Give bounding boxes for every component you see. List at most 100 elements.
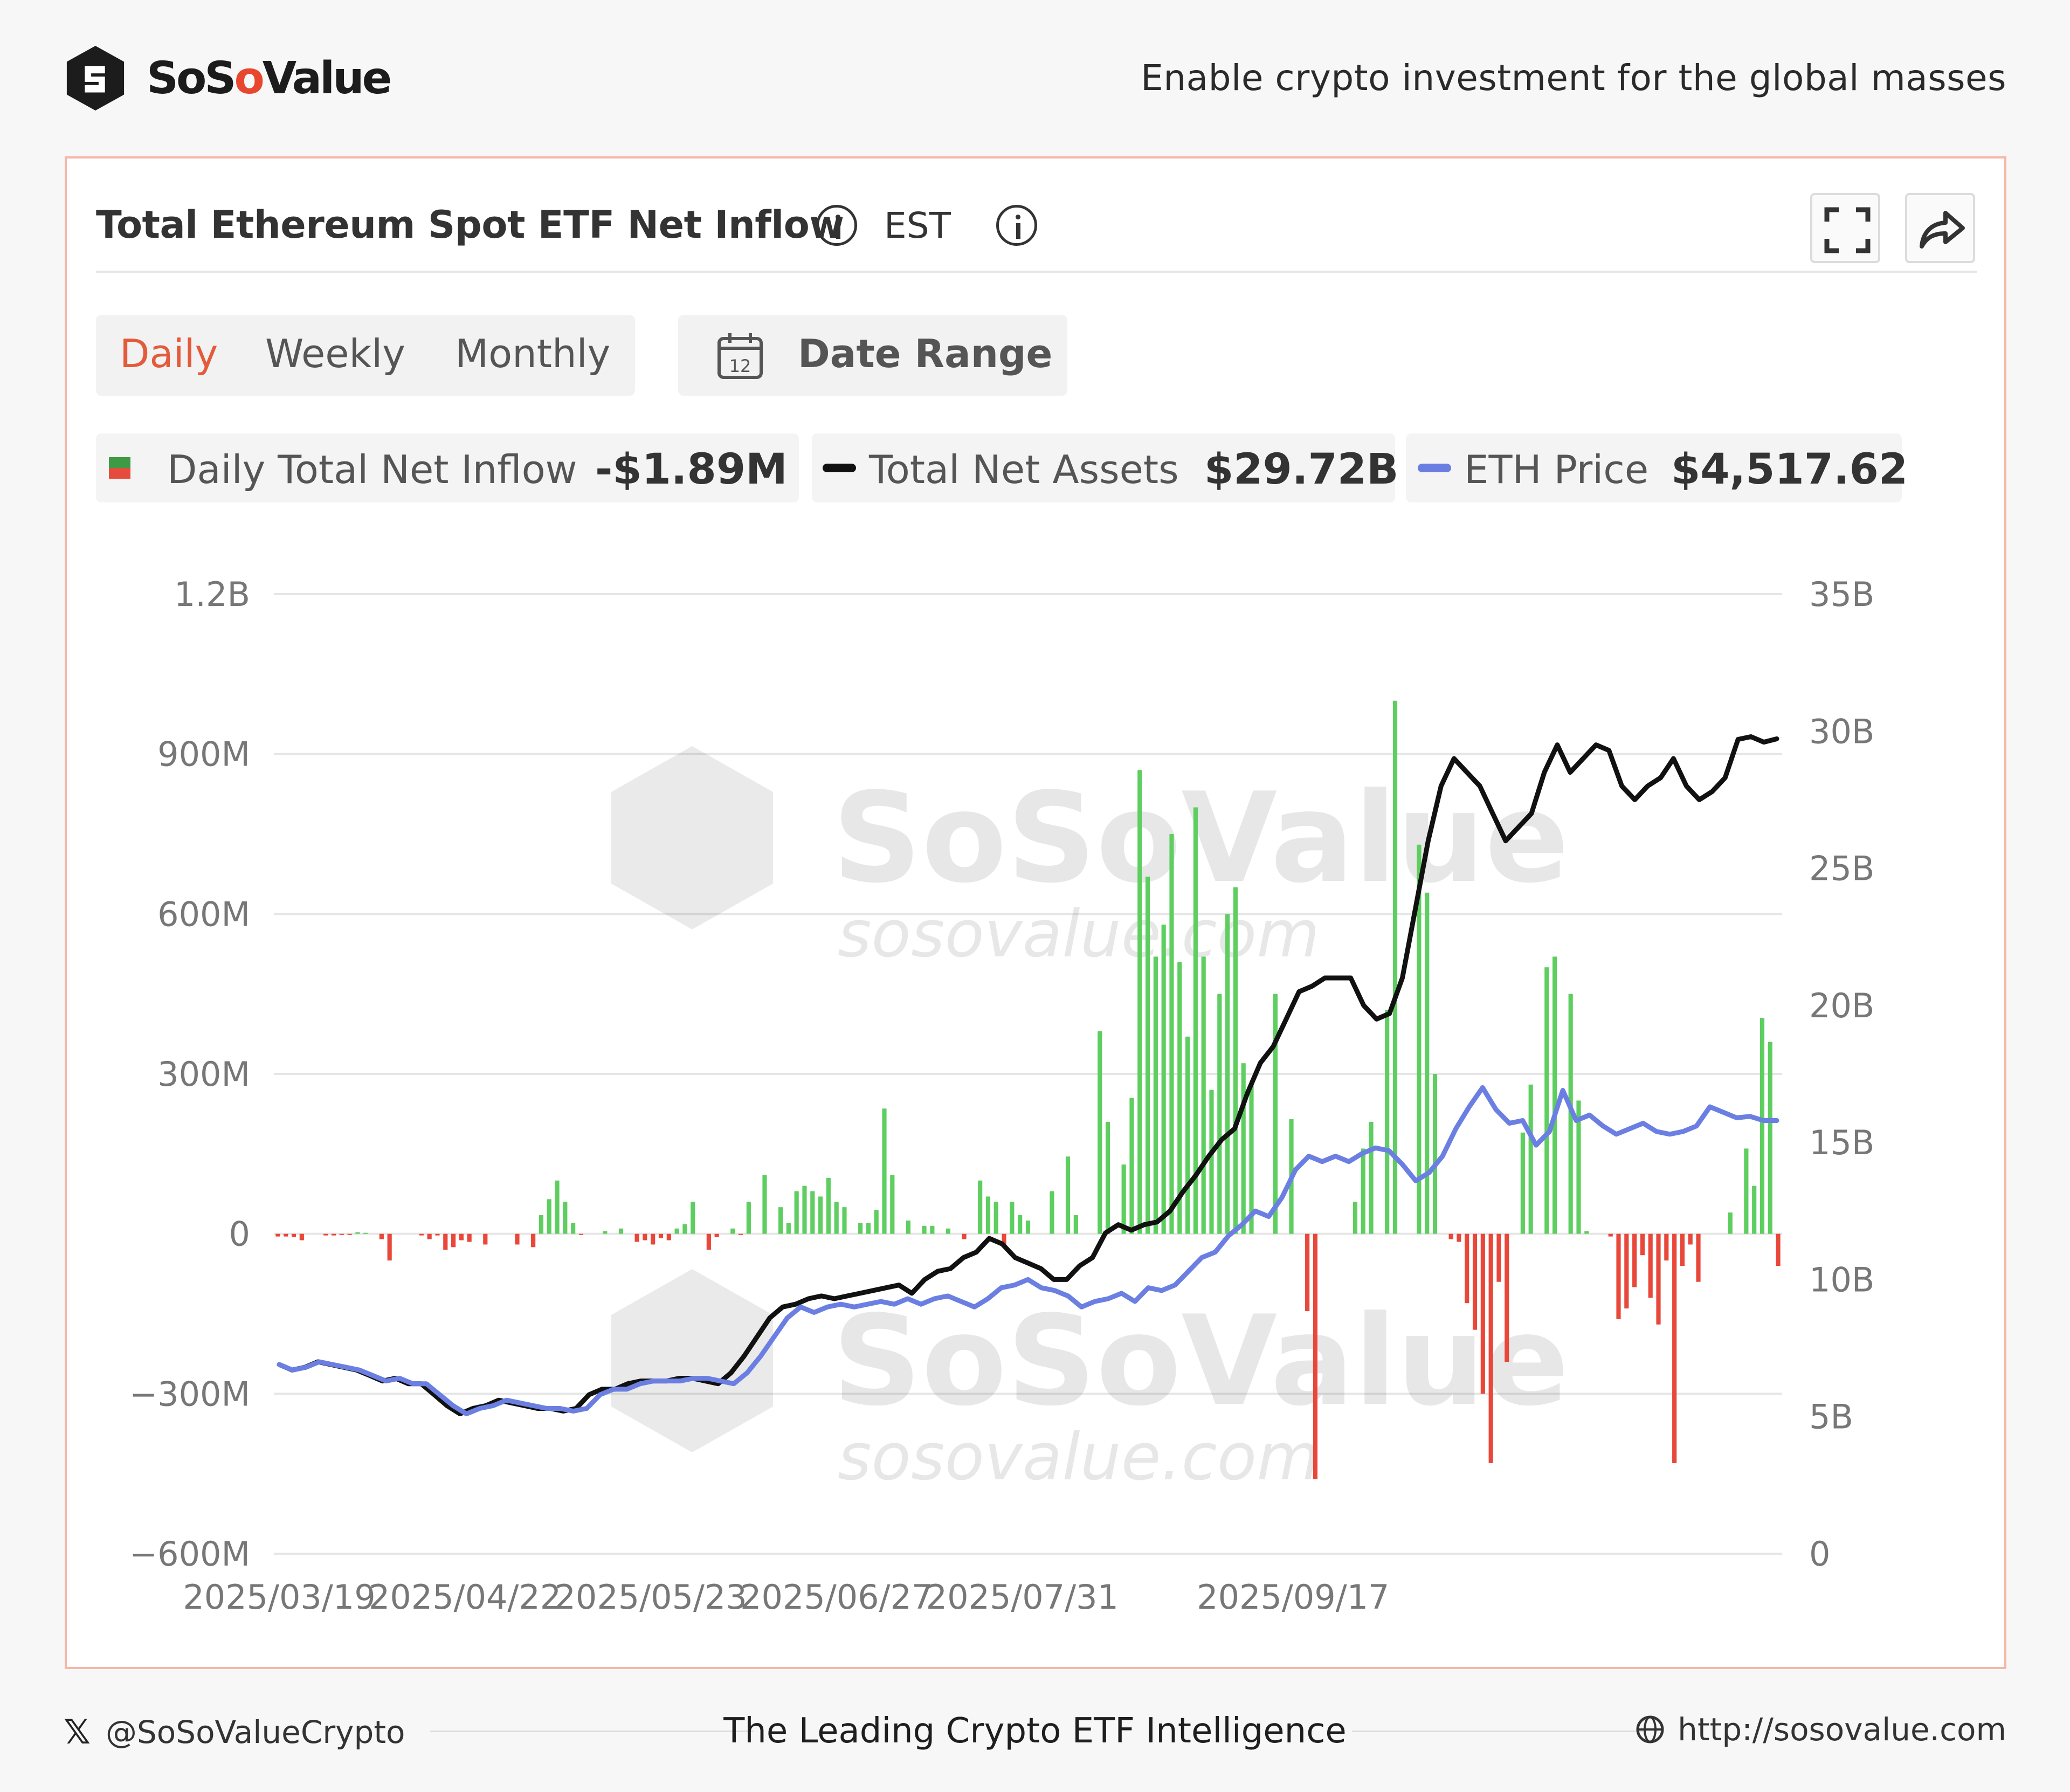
y-left-tick-label: 300M [157,1054,250,1094]
inflow-bar-positive [1385,1010,1390,1234]
inflow-bar-negative [419,1233,424,1236]
inflow-bar-positive [1025,1220,1031,1234]
legend-value: $29.72B [1204,445,1399,494]
inflow-bar-positive [1153,956,1158,1234]
inflow-bar-positive [1353,1202,1358,1234]
footer-handle[interactable]: @SoSoValueCrypto [105,1713,405,1750]
y-left-tick-label: 900M [157,735,250,774]
inflow-bar-positive [1145,877,1150,1234]
inflow-bar-negative [459,1233,464,1240]
inflow-bar-negative [1656,1233,1661,1325]
inflow-bar-positive [1233,887,1238,1234]
inflow-bar-negative [1688,1233,1693,1245]
brand[interactable]: SoSoValue [64,42,392,114]
tagline: Enable crypto investment for the global … [1141,57,2006,99]
svg-text:SoSoValue: SoSoValue [832,767,1569,911]
y-left-tick-label: 1.2B [174,575,250,614]
inflow-bar-negative [387,1233,392,1261]
inflow-bar-negative [714,1233,719,1237]
legend-eth-price[interactable]: ETH Price $4,517.62 [1406,433,1908,502]
inflow-bar-positive [1137,770,1142,1234]
legend-total-net-assets[interactable]: Total Net Assets $29.72B [812,433,1399,502]
timezone-info-icon[interactable] [996,205,1037,246]
inflow-bar-positive [1050,1191,1054,1234]
inflow-bar-negative [1608,1233,1613,1237]
inflow-bar-positive [363,1232,368,1234]
info-icon[interactable] [816,205,857,246]
inflow-bar-positive [874,1210,879,1234]
inflow-bar-positive [1161,925,1166,1234]
inflow-bar-positive [1576,1100,1581,1234]
inflow-bar-negative [531,1233,536,1247]
inflow-bar-negative [299,1233,304,1240]
inflow-bar-positive [906,1220,911,1234]
svg-text:12: 12 [729,356,751,376]
share-button[interactable] [1905,193,1975,263]
inflow-bar-negative [339,1233,344,1235]
inflow-bar-negative [634,1233,639,1242]
legend-daily-net-inflow[interactable]: Daily Total Net Inflow -$1.89M [96,433,799,502]
inflow-bar-positive [842,1207,847,1234]
inflow-bar-negative [1002,1233,1006,1247]
inflow-bar-positive [1361,1148,1365,1234]
y-left-tick-label: 600M [157,894,250,934]
y-right-tick-label: 30B [1809,712,1874,751]
date-range-button[interactable]: 12 Date Range [678,315,1067,396]
inflow-bar-positive [882,1108,887,1234]
inflow-bar-positive [810,1191,815,1234]
chart-plot[interactable]: 1.2B 900M 600M 300M 0 −300M −600M 35B 30B 25B 20B 1… [67,158,2009,1671]
inflow-bar-positive [993,1202,998,1234]
chart-card: Total Ethereum Spot ETF Net Inflow EST D… [65,156,2006,1669]
inflow-bar-positive [762,1175,767,1234]
inflow-bar-positive [691,1202,695,1234]
inflow-bar-positive [730,1228,735,1234]
y-right-tick-label: 10B [1809,1260,1874,1299]
tab-daily[interactable]: Daily [120,331,218,376]
inflow-bar-positive [818,1196,823,1234]
inflow-bar-negative [427,1233,432,1239]
inflow-bar-negative [1496,1233,1501,1282]
inflow-bar-positive [826,1177,831,1234]
inflow-bar-positive [539,1215,544,1234]
footer-url[interactable]: http://sosovalue.com [1678,1711,2006,1748]
inflow-bar-positive [1728,1212,1733,1234]
fullscreen-button[interactable] [1810,193,1880,263]
inflow-bar-negative [323,1233,328,1236]
inflow-bar-negative [962,1233,967,1239]
inflow-bar-positive [858,1223,863,1234]
inflow-bar-positive [746,1202,751,1234]
inflow-bar-positive [1201,956,1206,1234]
inflow-bar-negative [1313,1233,1318,1479]
inflow-bar-positive [1552,956,1557,1234]
x-tick-label: 2025/04/22 [369,1577,561,1617]
date-range-label: Date Range [798,331,1053,376]
inflow-bar-positive [1010,1202,1015,1234]
inflow-bar-negative [379,1233,384,1239]
footer-website[interactable]: http://sosovalue.com [1636,1711,2006,1748]
inflow-bar-negative [1696,1233,1701,1282]
x-tick-label: 2025/03/19 [183,1577,375,1617]
inflow-bar-negative [1472,1233,1478,1330]
x-tick-label: 2025/06/27 [740,1577,933,1617]
inflow-bar-negative [643,1233,647,1240]
inflow-bar-positive [1193,807,1198,1234]
inflow-bar-positive [778,1207,783,1234]
inflow-bar-positive [978,1180,983,1234]
footer-social[interactable]: 𝕏 @SoSoValueCrypto [64,1712,405,1752]
inflow-bar-negative [1457,1233,1461,1242]
inflow-bar-positive [1432,1074,1438,1234]
top-bar: SoSoValue Enable crypto investment for t… [64,42,2006,114]
globe-icon [1636,1715,1664,1743]
tab-weekly[interactable]: Weekly [265,331,405,376]
footer-tagline: The Leading Crypto ETF Intelligence [723,1711,1347,1751]
inflow-bar-negative [1448,1233,1453,1239]
inflow-bar-negative [706,1233,711,1250]
tab-monthly[interactable]: Monthly [455,331,611,376]
inflow-bar-positive [1129,1098,1134,1234]
inflow-bar-positive [890,1175,895,1234]
inflow-bar-negative [1640,1233,1645,1256]
inflow-bar-positive [1065,1156,1071,1234]
inflow-bar-negative [515,1233,520,1245]
inflow-bar-negative [1672,1233,1677,1463]
inflow-bar-positive [603,1231,608,1234]
